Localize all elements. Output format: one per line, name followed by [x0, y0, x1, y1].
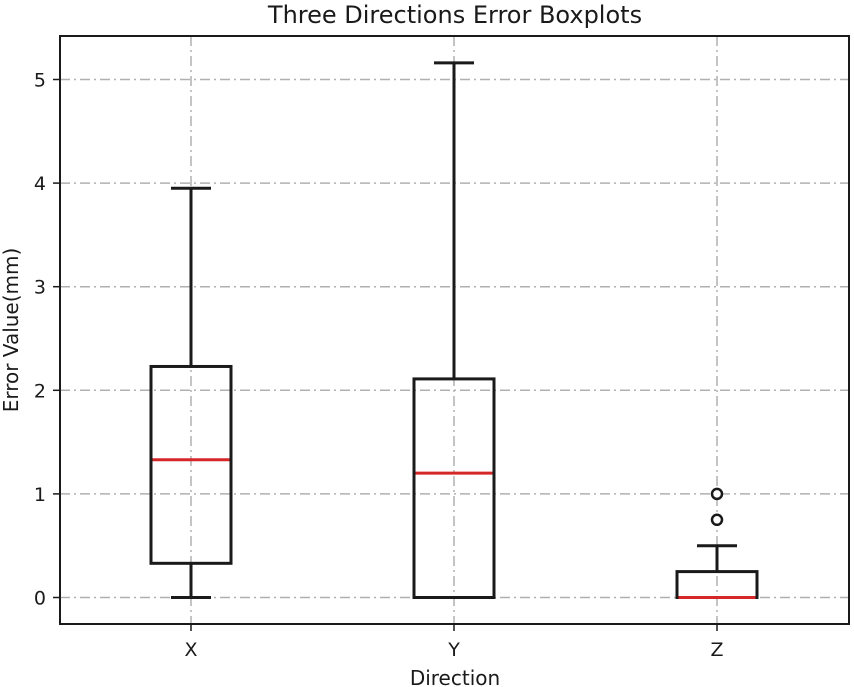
outlier-point [710, 513, 724, 527]
y-tick-label: 5 [34, 70, 46, 92]
box-body [149, 364, 233, 565]
y-tick-label: 1 [34, 484, 46, 506]
y-tick-label: 0 [34, 588, 46, 610]
y-tick-label: 2 [34, 380, 46, 402]
x-tick-label: Z [710, 639, 723, 661]
y-tick-label: 3 [34, 277, 46, 299]
y-tick-label: 4 [34, 173, 46, 195]
box-z [675, 487, 759, 599]
outlier-point [710, 487, 724, 501]
box-x [149, 186, 233, 599]
x-tick-label: X [184, 639, 197, 661]
y-axis-label: Error Value(mm) [0, 248, 23, 413]
box-y [412, 61, 496, 599]
x-axis: X Y Z [184, 624, 724, 661]
box-group [149, 61, 759, 599]
x-tick-label: Y [447, 639, 460, 661]
y-axis: 0 1 2 3 4 5 [34, 70, 60, 610]
x-axis-label: Direction [410, 666, 500, 687]
box-body [412, 377, 496, 599]
chart-title: Three Directions Error Boxplots [267, 1, 642, 29]
